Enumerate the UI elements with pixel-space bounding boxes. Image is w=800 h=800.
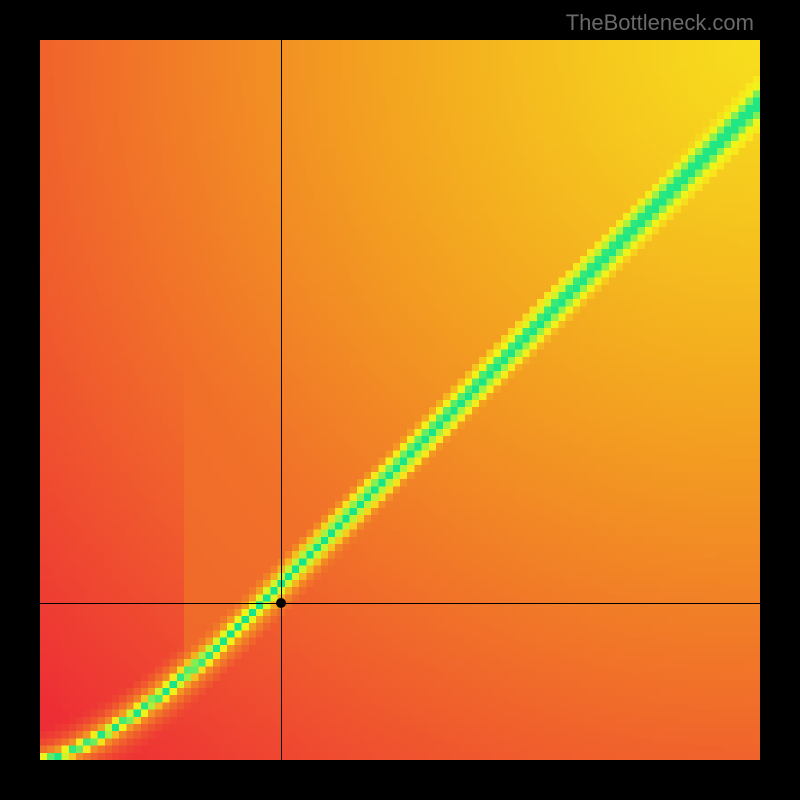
chart-container: TheBottleneck.com [0, 0, 800, 800]
crosshair-vertical [281, 40, 282, 760]
watermark-text: TheBottleneck.com [566, 10, 754, 36]
heatmap-canvas [40, 40, 760, 760]
crosshair-horizontal [40, 603, 760, 604]
